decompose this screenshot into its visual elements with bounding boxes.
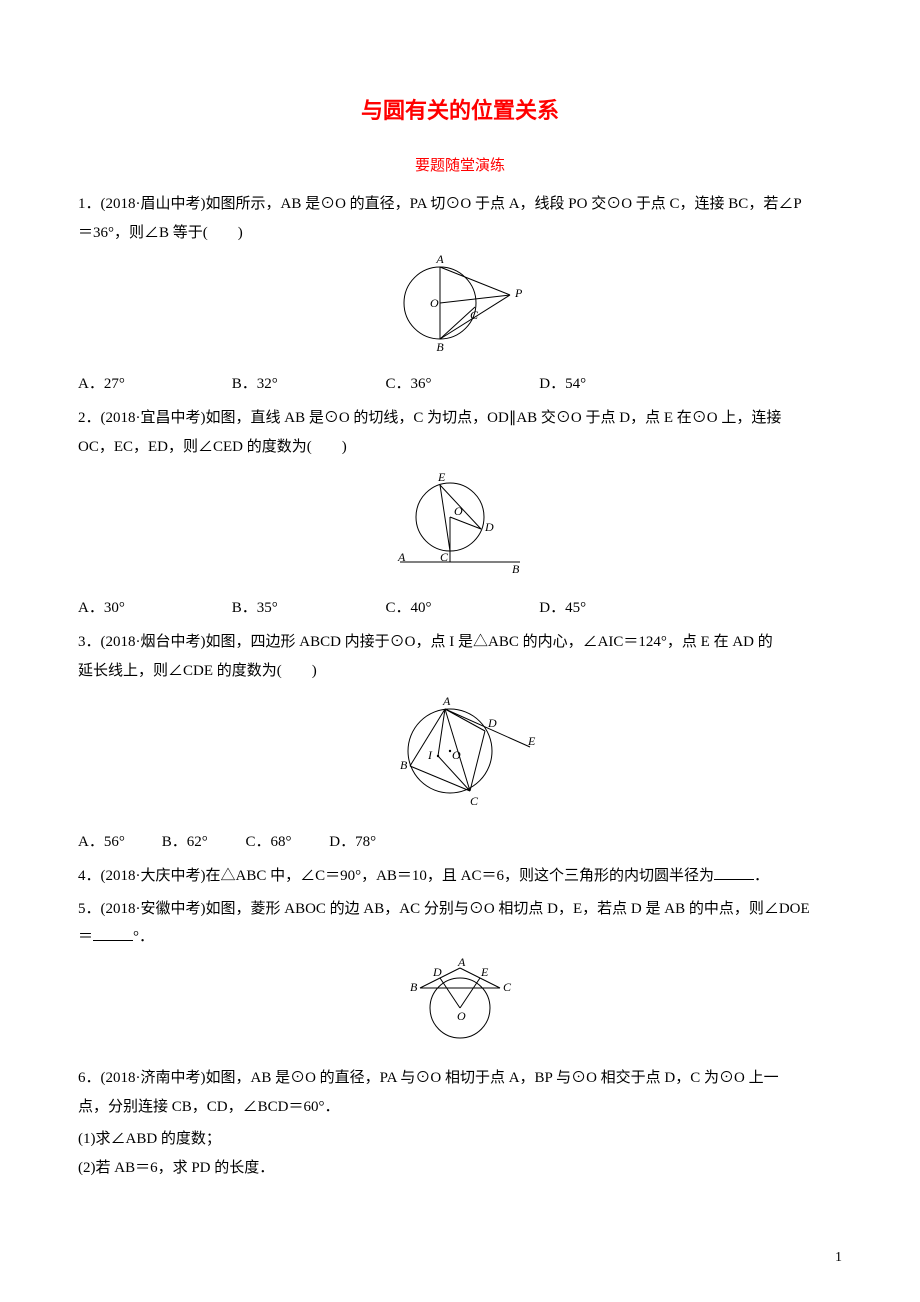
q5-text-line1: 5．(2018·安徽中考)如图，菱形 ABOC 的边 AB，AC 分别与⊙O 相… <box>78 901 810 917</box>
svg-text:I: I <box>427 748 433 762</box>
svg-text:C: C <box>470 794 479 808</box>
q2-text-line2: OC，EC，ED，则∠CED 的度数为( ) <box>78 439 347 455</box>
q2-optB: B．35° <box>232 594 382 623</box>
question-1: 1．(2018·眉山中考)如图所示，AB 是⊙O 的直径，PA 切⊙O 于点 A… <box>78 190 842 247</box>
svg-text:B: B <box>436 340 444 353</box>
svg-text:C: C <box>470 308 479 322</box>
question-6: 6．(2018·济南中考)如图，AB 是⊙O 的直径，PA 与⊙O 相切于点 A… <box>78 1064 842 1121</box>
figure-q5: A B C D E O <box>78 958 842 1059</box>
q2-optD: D．45° <box>539 594 689 623</box>
svg-text:E: E <box>527 734 536 748</box>
q3-text-line1: 3．(2018·烟台中考)如图，四边形 ABCD 内接于⊙O，点 I 是△ABC… <box>78 634 773 650</box>
q1-optD: D．54° <box>539 370 689 399</box>
q6-part1: (1)求∠ABD 的度数； <box>78 1125 842 1154</box>
q5-text-line2: ＝ <box>78 929 93 945</box>
svg-text:D: D <box>487 716 497 730</box>
svg-text:A: A <box>397 550 406 564</box>
q1-text-line2: ＝36°，则∠B 等于( ) <box>78 225 243 241</box>
svg-text:B: B <box>410 980 418 994</box>
q2-options: A．30° B．35° C．40° D．45° <box>78 594 842 623</box>
svg-text:B: B <box>400 758 408 772</box>
q2-optC: C．40° <box>386 594 536 623</box>
q3-optC: C．68° <box>246 828 326 857</box>
page-subtitle: 要题随堂演练 <box>78 152 842 181</box>
svg-text:B: B <box>512 562 520 576</box>
question-4: 4．(2018·大庆中考)在△ABC 中，∠C＝90°，AB＝10，且 AC＝6… <box>78 862 842 891</box>
question-3: 3．(2018·烟台中考)如图，四边形 ABCD 内接于⊙O，点 I 是△ABC… <box>78 628 842 685</box>
q4-blank <box>714 866 754 880</box>
svg-text:A: A <box>457 958 466 969</box>
q2-text-line1: 2．(2018·宜昌中考)如图，直线 AB 是⊙O 的切线，C 为切点，OD∥A… <box>78 410 781 426</box>
q6-text-line1: 6．(2018·济南中考)如图，AB 是⊙O 的直径，PA 与⊙O 相切于点 A… <box>78 1070 779 1086</box>
svg-text:O: O <box>457 1009 466 1023</box>
q6-part2: (2)若 AB＝6，求 PD 的长度． <box>78 1154 842 1183</box>
svg-text:C: C <box>440 550 449 564</box>
q3-optD: D．78° <box>329 828 409 857</box>
q1-options: A．27° B．32° C．36° D．54° <box>78 370 842 399</box>
svg-text:C: C <box>503 980 512 994</box>
q2-optA: A．30° <box>78 594 228 623</box>
svg-text:E: E <box>437 470 446 484</box>
figure-q1: A B O C P <box>78 253 842 364</box>
q4-text: 4．(2018·大庆中考)在△ABC 中，∠C＝90°，AB＝10，且 AC＝6… <box>78 868 714 884</box>
page-title: 与圆有关的位置关系 <box>78 90 842 132</box>
svg-text:D: D <box>432 965 442 979</box>
q3-optA: A．56° <box>78 828 158 857</box>
svg-text:O: O <box>454 504 463 518</box>
svg-text:O: O <box>452 748 461 762</box>
q3-text-line2: 延长线上，则∠CDE 的度数为( ) <box>78 663 317 679</box>
figure-q2: E O D C A B <box>78 467 842 588</box>
svg-text:P: P <box>514 286 523 300</box>
q1-optA: A．27° <box>78 370 228 399</box>
svg-text:E: E <box>480 965 489 979</box>
q5-blank <box>93 927 133 941</box>
q6-text-line2: 点，分别连接 CB，CD，∠BCD＝60°． <box>78 1099 339 1115</box>
q4-suffix: ． <box>754 868 769 884</box>
svg-text:A: A <box>442 694 451 708</box>
question-5: 5．(2018·安徽中考)如图，菱形 ABOC 的边 AB，AC 分别与⊙O 相… <box>78 895 842 952</box>
question-2: 2．(2018·宜昌中考)如图，直线 AB 是⊙O 的切线，C 为切点，OD∥A… <box>78 404 842 461</box>
q3-optB: B．62° <box>162 828 242 857</box>
svg-text:O: O <box>430 296 439 310</box>
svg-text:D: D <box>484 520 494 534</box>
page-number: 1 <box>835 1245 842 1272</box>
svg-text:A: A <box>435 253 444 266</box>
q1-text-line1: 1．(2018·眉山中考)如图所示，AB 是⊙O 的直径，PA 切⊙O 于点 A… <box>78 196 802 212</box>
q1-optB: B．32° <box>232 370 382 399</box>
figure-q3: A B C D E I O <box>78 691 842 822</box>
q1-optC: C．36° <box>386 370 536 399</box>
q3-options: A．56° B．62° C．68° D．78° <box>78 828 842 857</box>
q5-suffix: °． <box>133 929 154 945</box>
